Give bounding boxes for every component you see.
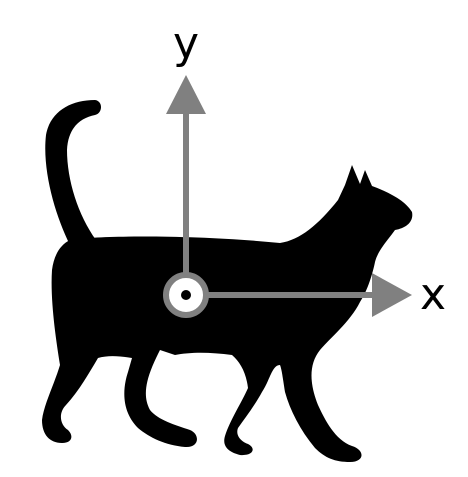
- x-axis-label: x: [420, 269, 446, 320]
- origin-marker-icon: [166, 275, 206, 315]
- y-axis-label: y: [173, 18, 199, 69]
